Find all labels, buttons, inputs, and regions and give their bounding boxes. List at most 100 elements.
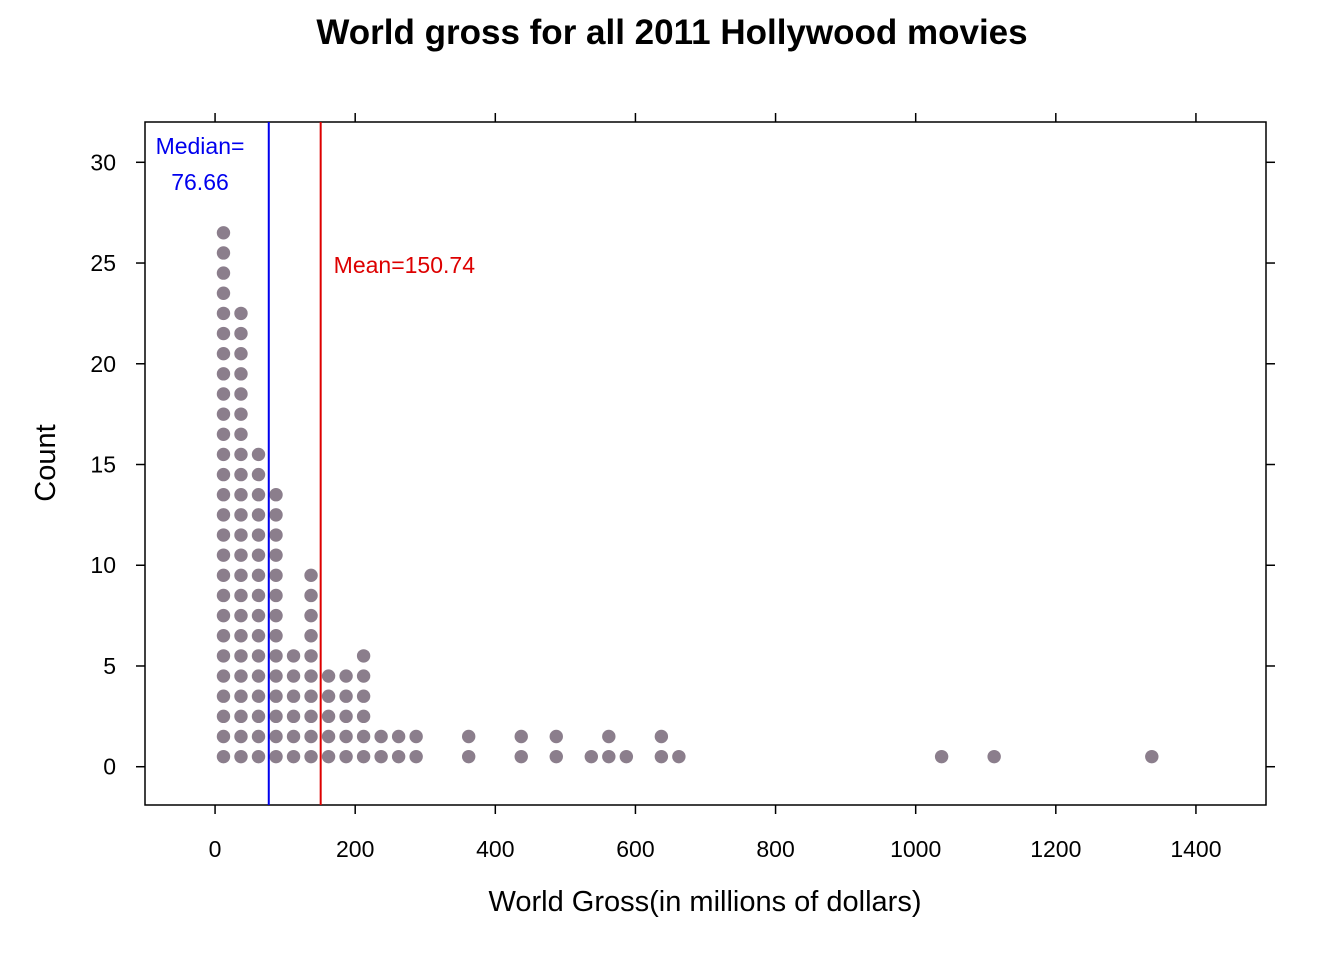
data-point	[216, 629, 231, 643]
data-point	[269, 749, 283, 764]
data-point	[461, 729, 476, 744]
data-point	[251, 669, 266, 683]
data-point	[234, 548, 248, 562]
reference-line-label: Median=	[156, 133, 245, 159]
data-point	[286, 689, 301, 703]
data-point	[304, 709, 318, 724]
data-point	[216, 508, 231, 522]
data-point	[269, 709, 283, 724]
plot-frame	[144, 121, 1267, 806]
data-point	[234, 367, 248, 381]
chart-title: World gross for all 2011 Hollywood movie…	[316, 13, 1027, 52]
data-point	[602, 749, 616, 764]
data-point	[549, 749, 563, 764]
data-point	[304, 568, 318, 583]
data-point	[216, 588, 231, 603]
data-point	[672, 749, 686, 764]
data-point	[216, 326, 231, 341]
data-point	[234, 709, 248, 724]
data-point	[234, 447, 248, 462]
data-point	[251, 467, 266, 482]
data-point	[216, 709, 231, 724]
data-point	[216, 346, 231, 361]
data-point	[251, 749, 266, 764]
data-point	[269, 548, 283, 562]
data-point	[356, 649, 371, 663]
data-point	[409, 749, 423, 764]
x-tick-label: 200	[336, 836, 374, 862]
data-point	[234, 387, 248, 401]
data-point	[584, 749, 598, 764]
x-tick-label: 1000	[890, 836, 941, 862]
data-point	[374, 749, 388, 764]
y-tick-label: 5	[103, 653, 116, 679]
x-tick-label: 800	[756, 836, 794, 862]
data-point	[216, 306, 231, 321]
data-point	[216, 689, 231, 703]
data-point	[216, 226, 231, 240]
data-point	[216, 608, 231, 623]
data-point	[251, 649, 266, 663]
y-axis: 0 5 10 15 20 25 30	[90, 149, 1275, 780]
data-point	[304, 649, 318, 663]
data-point	[216, 447, 231, 462]
data-point	[514, 749, 528, 764]
data-point	[251, 508, 266, 522]
dots-layer	[216, 226, 1159, 764]
data-point	[251, 689, 266, 703]
data-point	[286, 729, 301, 744]
x-tick-label: 0	[209, 836, 222, 862]
data-point	[251, 588, 266, 603]
data-point	[216, 649, 231, 663]
data-point	[269, 588, 283, 603]
data-point	[251, 608, 266, 623]
data-point	[234, 427, 248, 441]
data-point	[216, 427, 231, 441]
data-point	[234, 749, 248, 764]
data-point	[234, 528, 248, 542]
data-point	[216, 387, 231, 401]
data-point	[234, 508, 248, 522]
data-point	[654, 729, 669, 744]
data-point	[234, 649, 248, 663]
data-point	[234, 669, 248, 683]
data-point	[269, 729, 283, 744]
y-tick-label: 10	[90, 552, 116, 578]
data-point	[654, 749, 669, 764]
y-tick-label: 30	[90, 149, 116, 175]
data-point	[269, 649, 283, 663]
data-point	[391, 729, 406, 744]
data-point	[251, 548, 266, 562]
data-point	[304, 608, 318, 623]
reference-line-label: Mean=150.74	[334, 252, 476, 278]
x-tick-label: 1400	[1170, 836, 1221, 862]
data-point	[216, 669, 231, 683]
data-point	[234, 629, 248, 643]
y-tick-label: 25	[90, 250, 116, 276]
data-point	[356, 729, 371, 744]
data-point	[304, 729, 318, 744]
y-axis-label: Count	[30, 424, 62, 501]
data-point	[216, 367, 231, 381]
data-point	[251, 729, 266, 744]
data-point	[269, 669, 283, 683]
data-point	[234, 588, 248, 603]
data-point	[304, 749, 318, 764]
data-point	[619, 749, 634, 764]
y-tick-label: 20	[90, 351, 116, 377]
y-tick-label: 0	[103, 754, 116, 780]
data-point	[269, 568, 283, 583]
data-point	[321, 709, 336, 724]
data-point	[286, 709, 301, 724]
data-point	[304, 669, 318, 683]
y-tick-label: 15	[90, 452, 116, 478]
data-point	[286, 669, 301, 683]
data-point	[234, 568, 248, 583]
x-tick-label: 600	[616, 836, 654, 862]
x-tick-label: 1200	[1030, 836, 1081, 862]
data-point	[251, 709, 266, 724]
data-point	[216, 286, 231, 300]
data-point	[514, 729, 528, 744]
data-point	[269, 689, 283, 703]
data-point	[304, 689, 318, 703]
